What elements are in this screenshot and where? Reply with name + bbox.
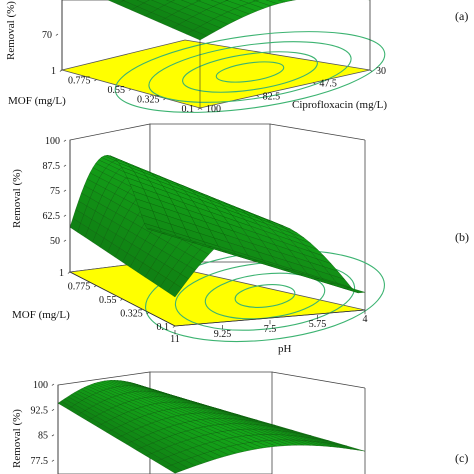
panel-c-z-tick-mark — [51, 383, 55, 386]
panel-c-z-axis-label: Removal (%) — [11, 409, 23, 468]
panel-c-z-tick-label: 77.5 — [31, 456, 49, 467]
panel-a-x-tick-mark — [197, 107, 201, 110]
panel-b-x-axis-label: MOF (mg/L) — [12, 309, 70, 321]
panel-a-x-axis-label: MOF (mg/L) — [8, 95, 66, 107]
panel-b-y-tick-label: 5.75 — [309, 319, 327, 330]
panel-c-z-tick-mark — [51, 409, 55, 412]
panel-b-y-axis-label: pH — [278, 343, 292, 355]
panel-b-x-tick-label: 0.1 — [157, 322, 170, 333]
panel-c-z-tick-label: 100 — [33, 380, 48, 391]
panel-b-y-tick-label: 11 — [170, 334, 180, 345]
panel-a-surface-facet — [136, 0, 150, 3]
panel-a-surface-facet — [252, 0, 259, 1]
panel-a-y-ticks: 30 47.5 82.5 100 — [199, 66, 386, 115]
panel-a-surface-facet — [121, 0, 125, 1]
panel-c-label: (c) — [455, 451, 468, 465]
panel-b-z-axis-label: Removal (%) — [11, 169, 23, 228]
panel-b-y-ticks: 11 9.25 7.5 5.75 4 — [170, 310, 368, 345]
panel-b-z-tick-label: 87.5 — [43, 161, 61, 172]
panel-b-x-tick-label: 0.55 — [99, 295, 117, 306]
panel-b-z-tick-mark — [63, 214, 67, 217]
panel-a-y-tick-mark — [199, 107, 203, 110]
panel-a-label: (a) — [455, 9, 468, 23]
panel-c-z-tick-label: 92.5 — [31, 405, 49, 416]
panel-b: 100 87.5 75 62.5 50 1 0.775 0.550.325 0.1 11 9.2… — [11, 123, 469, 355]
panel-a-contour — [114, 31, 386, 113]
panel-a-x-tick-mark — [163, 98, 166, 101]
panel-b-x-tick-mark — [172, 325, 176, 328]
panel-a-surface-facet — [196, 0, 201, 1]
panel-a-x-tick-label: 0.325 — [137, 95, 160, 106]
panel-a-surface — [107, 0, 370, 41]
panel-c-surface-facet — [146, 387, 168, 395]
panel-b-x-tick-mark — [67, 271, 71, 274]
panel-a-contour-lines — [114, 31, 386, 113]
panel-a-surface-facet — [289, 0, 297, 1]
panel-b-surface-facet — [147, 228, 166, 234]
panel-b-z-tick-label: 62.5 — [43, 211, 61, 222]
panel-a-contour — [148, 41, 352, 103]
panel-b-z-tick-mark — [63, 164, 67, 167]
panel-a-y-axis-label: Ciprofloxacin (mg/L) — [292, 99, 387, 111]
panel-a-y-tick-label: 47.5 — [319, 79, 337, 90]
panel-a-z-tick-mark — [55, 33, 59, 36]
panel-b-label: (b) — [455, 230, 469, 244]
panel-a-x-tick-label: 1 — [51, 66, 56, 77]
panel-b-y-tick-label: 7.5 — [264, 324, 277, 335]
panel-a-x-tick-mark — [94, 79, 97, 82]
panel-a-y-tick-mark — [256, 95, 259, 98]
panel-a-x-tick-mark — [128, 88, 132, 91]
panel-b-z-ticks: 100 87.5 75 62.5 50 — [43, 136, 67, 247]
panel-b-y-tick-label: 9.25 — [214, 329, 232, 340]
panel-b-z-tick-mark — [63, 139, 67, 142]
panel-a-y-tick-label: 100 — [206, 104, 221, 115]
panel-a-x-tick-label: 0.55 — [108, 85, 126, 96]
panel-a-y-tick-label: 30 — [376, 66, 386, 77]
panel-c-surface — [57, 380, 366, 474]
panel-c-z-tick-label: 85 — [38, 431, 48, 442]
panel-a-contour — [182, 51, 318, 93]
panel-a-x-tick-label: 0.1 — [182, 104, 195, 115]
panel-b-x-ticks: 1 0.775 0.550.325 0.1 — [59, 268, 176, 333]
panel-b-x-tick-label: 0.325 — [120, 309, 143, 320]
panel-b-x-tick-label: 1 — [59, 268, 64, 279]
panel-b-contour — [234, 284, 296, 308]
panel-c-z-tick-mark — [51, 434, 55, 437]
panel-a-contour — [215, 61, 285, 83]
panel-a: 70 1 0.775 0.55 0.325 0.1 30 47.5 82.5 100 MOF … — [5, 0, 468, 115]
panel-b-x-tick-mark — [146, 312, 149, 315]
panel-b-z-tick-label: 50 — [50, 236, 60, 247]
panel-a-y-tick-mark — [313, 82, 316, 85]
panel-a-z-tick-label: 70 — [42, 30, 52, 41]
panel-b-z-tick-mark — [63, 239, 67, 242]
panel-a-x-tick-label: 0.775 — [68, 76, 91, 87]
panel-b-x-tick-label: 0.775 — [68, 282, 91, 293]
panel-b-surface — [69, 155, 366, 298]
panel-a-y-tick-mark — [369, 69, 373, 72]
panel-b-x-tick-mark — [93, 285, 97, 288]
panel-c-z-ticks: 100 92.5 85 77.5 — [31, 380, 55, 467]
panel-a-surface-facet — [166, 0, 175, 2]
panel-a-z-axis-label: Removal (%) — [5, 1, 17, 60]
panel-a-z-ticks: 70 — [42, 30, 59, 41]
panel-b-z-tick-label: 100 — [45, 136, 60, 147]
panel-c: 100 92.5 85 77.5 Removal (%) (c) — [11, 371, 468, 474]
panel-a-x-tick-mark — [59, 69, 63, 72]
panel-a-y-tick-label: 82.5 — [263, 91, 281, 102]
panel-a-x-ticks: 1 0.775 0.55 0.325 0.1 — [51, 66, 201, 115]
panel-b-x-tick-mark — [120, 298, 123, 301]
panel-b-z-tick-mark — [63, 189, 67, 192]
panel-c-z-tick-mark — [51, 459, 55, 462]
panel-b-y-tick-label: 4 — [363, 314, 368, 325]
panel-b-z-tick-label: 75 — [50, 186, 60, 197]
